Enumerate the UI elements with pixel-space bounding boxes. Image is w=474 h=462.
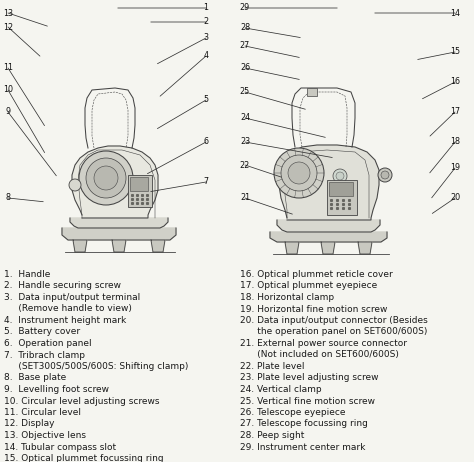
FancyBboxPatch shape <box>327 180 357 215</box>
Text: 21. External power source connector: 21. External power source connector <box>240 339 407 348</box>
Text: 11: 11 <box>3 63 13 73</box>
Text: 28. Peep sight: 28. Peep sight <box>240 431 304 440</box>
Text: 6.  Operation panel: 6. Operation panel <box>4 339 91 348</box>
Text: (Not included on SET600/600S): (Not included on SET600/600S) <box>240 351 399 359</box>
FancyBboxPatch shape <box>130 177 148 191</box>
Text: 4: 4 <box>203 51 209 61</box>
Text: 12: 12 <box>3 23 13 31</box>
Text: 18. Horizontal clamp: 18. Horizontal clamp <box>240 293 334 302</box>
Text: 19. Horizontal fine motion screw: 19. Horizontal fine motion screw <box>240 304 387 314</box>
Text: 20: 20 <box>450 194 460 202</box>
Circle shape <box>274 148 324 198</box>
Polygon shape <box>72 146 158 218</box>
Text: 7.  Tribrach clamp: 7. Tribrach clamp <box>4 351 85 359</box>
Text: 25: 25 <box>240 87 250 97</box>
Circle shape <box>378 168 392 182</box>
Text: 23. Plate level adjusting screw: 23. Plate level adjusting screw <box>240 373 379 383</box>
FancyBboxPatch shape <box>128 175 152 207</box>
Text: 14. Tubular compass slot: 14. Tubular compass slot <box>4 443 116 451</box>
Text: (SET300S/500S/600S: Shifting clamp): (SET300S/500S/600S: Shifting clamp) <box>4 362 188 371</box>
Polygon shape <box>151 240 165 252</box>
Circle shape <box>281 155 317 191</box>
Text: 3: 3 <box>203 34 209 43</box>
Polygon shape <box>270 232 387 242</box>
Text: 11. Circular level: 11. Circular level <box>4 408 81 417</box>
Circle shape <box>94 166 118 190</box>
Text: 15: 15 <box>450 48 460 56</box>
FancyBboxPatch shape <box>329 182 353 196</box>
Text: 2.  Handle securing screw: 2. Handle securing screw <box>4 281 121 291</box>
Text: 27: 27 <box>240 42 250 50</box>
Text: 10. Circular level adjusting screws: 10. Circular level adjusting screws <box>4 396 159 406</box>
Text: 29. Instrument center mark: 29. Instrument center mark <box>240 443 365 451</box>
Text: 29: 29 <box>240 4 250 12</box>
Text: 19: 19 <box>450 164 460 172</box>
Circle shape <box>333 169 347 183</box>
Polygon shape <box>73 240 87 252</box>
Text: 13. Objective lens: 13. Objective lens <box>4 431 86 440</box>
Text: 24. Vertical clamp: 24. Vertical clamp <box>240 385 322 394</box>
Text: 9: 9 <box>5 108 10 116</box>
Text: 17: 17 <box>450 108 460 116</box>
Text: 3.  Data input/output terminal: 3. Data input/output terminal <box>4 293 140 302</box>
Text: 14: 14 <box>450 8 460 18</box>
Text: 1: 1 <box>203 4 209 12</box>
Text: 10: 10 <box>3 85 13 95</box>
Polygon shape <box>70 218 168 228</box>
Text: 2: 2 <box>203 18 209 26</box>
Polygon shape <box>112 240 126 252</box>
Text: 6: 6 <box>203 138 209 146</box>
Text: 23: 23 <box>240 138 250 146</box>
Text: 26: 26 <box>240 63 250 73</box>
Text: 22. Plate level: 22. Plate level <box>240 362 304 371</box>
Text: 9.  Levelling foot screw: 9. Levelling foot screw <box>4 385 109 394</box>
Polygon shape <box>277 220 380 232</box>
Polygon shape <box>321 242 335 254</box>
Text: 28: 28 <box>240 24 250 32</box>
Text: 15. Optical plummet focussing ring: 15. Optical plummet focussing ring <box>4 454 164 462</box>
Circle shape <box>79 151 133 205</box>
Polygon shape <box>279 145 379 220</box>
Circle shape <box>288 162 310 184</box>
Text: 27. Telescope focussing ring: 27. Telescope focussing ring <box>240 419 368 428</box>
Text: 17. Optical plummet eyepiece: 17. Optical plummet eyepiece <box>240 281 377 291</box>
Circle shape <box>381 171 389 179</box>
Text: 18: 18 <box>450 138 460 146</box>
Text: 22: 22 <box>240 160 250 170</box>
Text: 7: 7 <box>203 177 209 187</box>
Text: 5.  Battery cover: 5. Battery cover <box>4 328 80 336</box>
Circle shape <box>69 179 81 191</box>
Text: (Remove handle to view): (Remove handle to view) <box>4 304 132 314</box>
Text: the operation panel on SET600/600S): the operation panel on SET600/600S) <box>240 328 428 336</box>
Text: 16: 16 <box>450 78 460 86</box>
Text: 13: 13 <box>3 8 13 18</box>
Text: 25. Vertical fine motion screw: 25. Vertical fine motion screw <box>240 396 375 406</box>
Circle shape <box>336 172 344 180</box>
FancyBboxPatch shape <box>307 88 317 96</box>
Text: 12. Display: 12. Display <box>4 419 55 428</box>
Polygon shape <box>285 242 299 254</box>
Text: 24: 24 <box>240 114 250 122</box>
Text: 5: 5 <box>203 96 209 104</box>
Text: 4.  Instrument height mark: 4. Instrument height mark <box>4 316 126 325</box>
Text: 26. Telescope eyepiece: 26. Telescope eyepiece <box>240 408 346 417</box>
Text: 21: 21 <box>240 194 250 202</box>
Text: 8.  Base plate: 8. Base plate <box>4 373 66 383</box>
Polygon shape <box>358 242 372 254</box>
Text: 1.  Handle: 1. Handle <box>4 270 50 279</box>
Text: 20. Data input/output connector (Besides: 20. Data input/output connector (Besides <box>240 316 428 325</box>
Text: 8: 8 <box>6 194 10 202</box>
Text: 16. Optical plummet reticle cover: 16. Optical plummet reticle cover <box>240 270 393 279</box>
Polygon shape <box>62 228 176 240</box>
Circle shape <box>86 158 126 198</box>
